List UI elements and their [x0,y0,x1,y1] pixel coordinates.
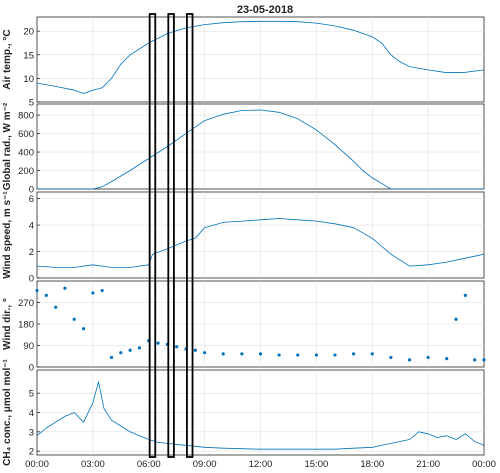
y-tick-label: 90 [23,341,34,352]
data-point-dir [81,327,86,331]
x-tick-label: 21:00 [416,459,440,470]
data-point-dir [314,353,318,357]
data-point-dir [240,352,244,356]
series-line-wind [36,218,485,268]
y-tick-label: 2 [29,247,34,258]
highlight-windows [148,13,194,458]
panel-ch4: 2 3 4 5 CH₄ conc., μmol mol⁻¹ [2,358,485,466]
y-tick-label: 270 [18,298,34,309]
data-point-dir [445,357,449,361]
data-point-dir [203,351,207,355]
y-tick-label: 180 [18,320,34,331]
data-point-dir [407,358,412,362]
x-tick-label: 00:00 [472,459,496,470]
data-point-dir [221,352,225,356]
data-point-dir [333,353,337,357]
data-point-dir [454,317,458,321]
data-point-dir [193,348,197,352]
y-tick-label: 20 [23,27,34,38]
y-tick-label: 3 [29,427,34,438]
y-axis-label-wind: Wind speed, m s⁻¹ [2,191,13,279]
data-point-dir [109,355,114,360]
x-tick-label: 00:00 [25,459,49,470]
data-point-dir [54,305,58,309]
x-tick-label: 18:00 [360,459,384,470]
data-point-dir [119,351,123,355]
y-tick-label: 5 [29,389,34,400]
y-tick-label: 200 [18,166,34,177]
data-point-dir [473,358,477,362]
y-tick-label: 600 [18,129,34,140]
data-point-dir [296,353,300,357]
data-point-dir [100,288,104,293]
data-point-dir [63,286,67,290]
data-point-dir [35,288,39,293]
y-tick-label: 15 [23,50,34,61]
x-tick-label: 15:00 [304,459,328,470]
y-axis-label-dir: Wind dir., ° [2,298,13,350]
chart-title: 23-05-2018 [237,4,293,16]
y-tick-label: 2 [29,447,34,458]
x-tick-label: 12:00 [249,459,273,470]
series-line-rad [37,109,484,190]
data-point-dir [352,352,356,356]
y-axis-label-rad: Global rad., W m⁻² [2,102,13,190]
data-point-dir [175,345,179,349]
y-tick-label: 10 [23,74,34,85]
highlight-window-box [186,13,194,458]
y-tick-label: 4 [29,408,34,419]
x-tick-label: 06:00 [137,459,161,470]
data-point-dir [137,346,142,350]
data-point-dir [370,352,374,356]
series-line-temp [36,20,485,94]
panel-temp: 5 10 15 20 Air temp., °C [2,16,485,109]
highlight-window-box [148,13,157,458]
data-point-dir [277,353,281,357]
panel-dir: 0 90 180 270 Wind dir., ° [2,280,486,374]
y-tick-label: 0 [29,185,34,196]
panel-rad: 0 200 400 600 800 Global rad., W m⁻² [2,102,485,196]
y-tick-label: 0 [29,274,34,285]
data-point-dir [156,341,160,345]
highlight-window-box [167,13,175,458]
data-point-dir [463,293,467,297]
data-point-dir [91,291,95,295]
data-point-dir [426,355,430,360]
panel-wind: 0 2 4 6 Wind speed, m s⁻¹ [2,191,485,285]
data-point-dir [72,317,76,321]
y-tick-label: 4 [29,221,34,232]
data-point-dir [44,293,48,297]
data-point-dir [389,355,393,360]
x-axis: 00:00 03:00 06:00 09:00 12:00 15:00 18:00 21:00… [25,459,496,470]
y-tick-label: 5 [29,98,34,109]
y-tick-label: 6 [29,194,34,205]
y-axis-label-temp: Air temp., °C [2,29,13,89]
y-tick-label: 800 [18,111,34,122]
series-line-ch4 [36,381,485,450]
y-tick-label: 400 [18,148,34,159]
y-tick-label: 0 [29,363,34,374]
data-point-dir [482,358,486,362]
data-point-dir [128,348,132,352]
x-tick-label: 09:00 [193,459,217,470]
x-tick-label: 03:00 [81,459,105,470]
y-axis-label-ch4: CH₄ conc., μmol mol⁻¹ [2,358,13,465]
data-point-dir [258,352,263,356]
